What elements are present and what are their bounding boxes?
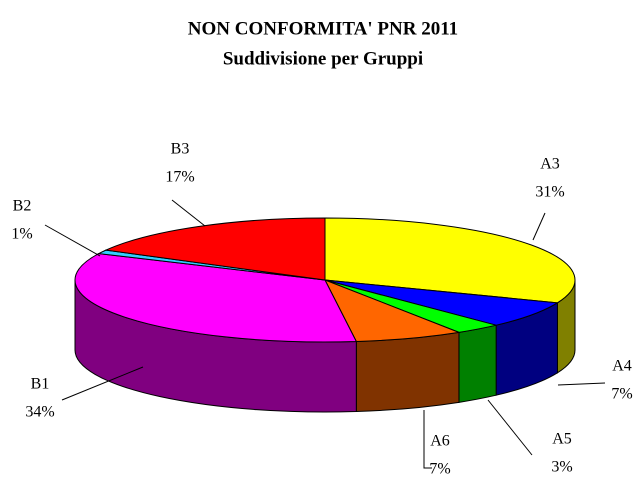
category-label: A3: [540, 156, 560, 173]
leader-line: [557, 382, 606, 386]
leader-line: [423, 410, 432, 469]
value-label: 7%: [611, 386, 632, 403]
category-label: B3: [171, 141, 190, 158]
value-label: 31%: [535, 184, 564, 201]
value-label: 34%: [25, 404, 54, 421]
chart-title: NON CONFORMITA' PNR 2011: [188, 18, 458, 39]
category-label: B2: [13, 198, 32, 215]
value-label: 17%: [165, 169, 194, 186]
category-label: A6: [430, 433, 450, 450]
slice-side: [355, 331, 460, 413]
slice: [324, 217, 576, 304]
leader-line: [532, 212, 546, 241]
category-label: A4: [612, 358, 632, 375]
leader-line: [171, 199, 206, 227]
category-label: B1: [31, 376, 50, 393]
slice: [323, 279, 461, 343]
category-label: A5: [552, 431, 572, 448]
slice: [104, 217, 326, 281]
slice: [324, 279, 559, 326]
leader-line: [487, 399, 533, 456]
value-label: 1%: [11, 226, 32, 243]
chart-subtitle: Suddivisione per Gruppi: [223, 48, 423, 69]
leader-line: [61, 366, 144, 401]
value-label: 3%: [551, 459, 572, 476]
value-label: 7%: [429, 461, 450, 478]
slice-side: [458, 324, 497, 403]
leader-line: [44, 224, 101, 257]
